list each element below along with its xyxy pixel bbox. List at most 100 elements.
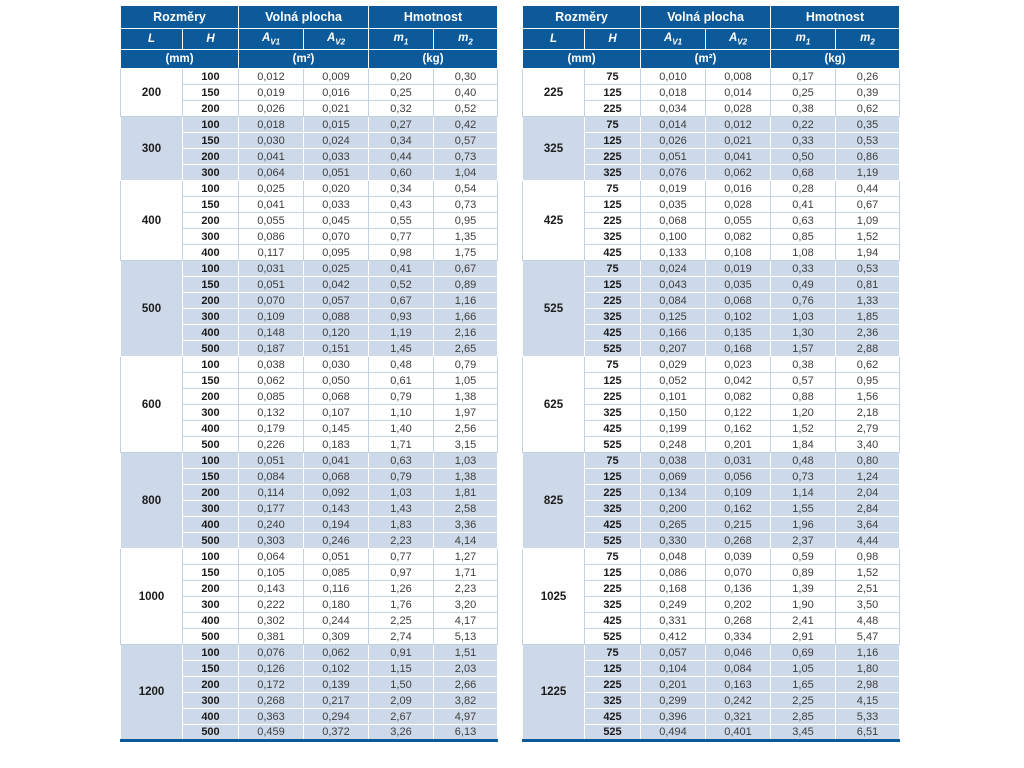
value-cell: 0,240 xyxy=(238,516,304,534)
value-cell: 2,18 xyxy=(835,404,900,422)
table-row: 125 0,069 0,056 0,73 1,24 xyxy=(523,468,900,486)
dimension-h-cell: 100 xyxy=(182,68,239,86)
value-cell: 0,068 xyxy=(705,292,771,310)
value-cell: 0,61 xyxy=(368,372,434,390)
value-cell: 0,010 xyxy=(640,68,706,86)
value-cell: 2,79 xyxy=(835,420,900,438)
value-cell: 0,73 xyxy=(770,468,836,486)
dimension-l-cell: 500 xyxy=(120,260,183,358)
value-cell: 1,09 xyxy=(835,212,900,230)
dimension-h-cell: 200 xyxy=(182,580,239,598)
value-cell: 0,031 xyxy=(705,452,771,470)
value-cell: 1,27 xyxy=(433,548,498,566)
value-cell: 0,52 xyxy=(433,100,498,118)
header-group-1: Volná plocha xyxy=(238,5,369,29)
table-row: 800 100 0,051 0,041 0,63 1,03 xyxy=(120,452,498,550)
value-cell: 0,40 xyxy=(433,84,498,102)
value-cell: 1,03 xyxy=(433,452,498,470)
value-cell: 0,207 xyxy=(640,340,706,358)
value-cell: 1,24 xyxy=(835,468,900,486)
value-cell: 0,045 xyxy=(303,212,369,230)
dimension-h-cell: 400 xyxy=(182,324,239,342)
value-cell: 0,028 xyxy=(705,196,771,214)
table-row: 525 0,207 0,168 1,57 2,88 xyxy=(523,340,900,358)
value-cell: 0,102 xyxy=(705,308,771,326)
dimension-h-cell: 325 xyxy=(584,596,641,614)
value-cell: 0,064 xyxy=(238,164,304,182)
value-cell: 0,63 xyxy=(770,212,836,230)
value-cell: 6,51 xyxy=(835,724,900,742)
column-header-0: L xyxy=(522,27,585,51)
value-cell: 0,60 xyxy=(368,164,434,182)
value-cell: 1,97 xyxy=(433,404,498,422)
value-cell: 0,42 xyxy=(433,116,498,134)
value-cell: 0,268 xyxy=(238,692,304,710)
dimension-h-cell: 75 xyxy=(584,260,641,278)
value-cell: 0,98 xyxy=(835,548,900,566)
value-cell: 0,309 xyxy=(303,628,369,646)
value-cell: 0,35 xyxy=(835,116,900,134)
value-cell: 0,030 xyxy=(303,356,369,374)
value-cell: 0,069 xyxy=(640,468,706,486)
value-cell: 0,30 xyxy=(433,68,498,86)
value-cell: 1,66 xyxy=(433,308,498,326)
value-cell: 0,114 xyxy=(238,484,304,502)
value-cell: 3,45 xyxy=(770,724,836,742)
table-row: 150 0,030 0,024 0,34 0,57 xyxy=(121,132,498,150)
value-cell: 0,268 xyxy=(705,532,771,550)
value-cell: 0,242 xyxy=(705,692,771,710)
value-cell: 0,62 xyxy=(835,356,900,374)
dimension-h-cell: 125 xyxy=(584,468,641,486)
value-cell: 0,136 xyxy=(705,580,771,598)
value-cell: 0,268 xyxy=(705,612,771,630)
dimension-h-cell: 325 xyxy=(584,308,641,326)
table-row: 400 0,240 0,194 1,83 3,36 xyxy=(121,516,498,534)
value-cell: 0,116 xyxy=(303,580,369,598)
value-cell: 0,187 xyxy=(238,340,304,358)
value-cell: 2,51 xyxy=(835,580,900,598)
value-cell: 0,092 xyxy=(303,484,369,502)
dimension-h-cell: 100 xyxy=(182,260,239,278)
value-cell: 0,334 xyxy=(705,628,771,646)
dimension-h-cell: 300 xyxy=(182,596,239,614)
dimension-h-cell: 150 xyxy=(182,468,239,486)
value-cell: 3,20 xyxy=(433,596,498,614)
table-row: 425 0,331 0,268 2,41 4,48 xyxy=(523,612,900,630)
value-cell: 1,38 xyxy=(433,468,498,486)
value-cell: 0,084 xyxy=(238,468,304,486)
header-group-0: Rozměry xyxy=(522,5,641,29)
table-row: 1200 100 0,076 0,062 0,91 1,51 xyxy=(120,644,498,742)
value-cell: 1,57 xyxy=(770,340,836,358)
value-cell: 0,321 xyxy=(705,708,771,726)
dimension-l-cell: 800 xyxy=(120,452,183,550)
value-cell: 0,33 xyxy=(770,132,836,150)
value-cell: 4,15 xyxy=(835,692,900,710)
value-cell: 0,046 xyxy=(705,644,771,662)
dimension-h-cell: 125 xyxy=(584,276,641,294)
table-row: 525 0,494 0,401 3,45 6,51 xyxy=(523,724,900,742)
value-cell: 0,246 xyxy=(303,532,369,550)
value-cell: 0,163 xyxy=(705,676,771,694)
value-cell: 0,033 xyxy=(303,148,369,166)
dimension-h-cell: 150 xyxy=(182,196,239,214)
value-cell: 6,13 xyxy=(433,724,498,742)
value-cell: 0,062 xyxy=(705,164,771,182)
value-cell: 0,180 xyxy=(303,596,369,614)
value-cell: 0,67 xyxy=(368,292,434,310)
value-cell: 2,36 xyxy=(835,324,900,342)
value-cell: 1,65 xyxy=(770,676,836,694)
value-cell: 0,132 xyxy=(238,404,304,422)
value-cell: 0,166 xyxy=(640,324,706,342)
table-row: 150 0,126 0,102 1,15 2,03 xyxy=(121,660,498,678)
dimension-h-cell: 400 xyxy=(182,708,239,726)
value-cell: 1,04 xyxy=(433,164,498,182)
value-cell: 0,143 xyxy=(238,580,304,598)
value-cell: 1,33 xyxy=(835,292,900,310)
value-cell: 1,52 xyxy=(770,420,836,438)
value-cell: 0,019 xyxy=(238,84,304,102)
value-cell: 2,04 xyxy=(835,484,900,502)
dimension-h-cell: 75 xyxy=(584,548,641,566)
dimension-h-cell: 200 xyxy=(182,100,239,118)
table-row: 125 0,043 0,035 0,49 0,81 xyxy=(523,276,900,294)
table-row: 225 0,034 0,028 0,38 0,62 xyxy=(523,100,900,118)
